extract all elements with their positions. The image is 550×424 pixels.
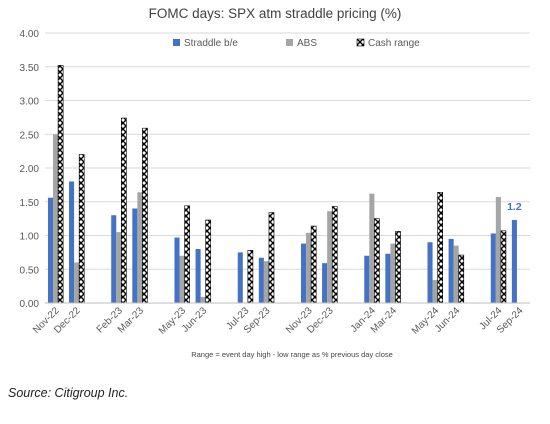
bar-cash-range — [78, 154, 85, 304]
bar-abs — [179, 255, 185, 303]
bar-abs — [263, 261, 269, 303]
legend-swatch — [286, 39, 293, 46]
bar-straddle-b-e — [237, 252, 243, 303]
bar-abs — [453, 245, 459, 303]
bar-straddle-b-e — [385, 253, 391, 303]
legend-label: ABS — [297, 38, 317, 49]
y-tick-label: 0.00 — [20, 299, 40, 310]
bar-cash-range — [57, 65, 64, 304]
bar-straddle-b-e — [195, 249, 201, 303]
y-tick-label: 3.50 — [20, 63, 40, 74]
bar-cash-range — [374, 218, 380, 304]
bar-cash-range — [205, 219, 212, 304]
legend-label: Straddle b/e — [184, 38, 238, 49]
bar-abs — [53, 134, 59, 303]
bar-abs — [495, 197, 501, 303]
bar-straddle-b-e — [174, 237, 180, 303]
bar-cash-range — [310, 225, 317, 304]
chart: FOMC days: SPX atm straddle pricing (%) … — [20, 6, 530, 359]
bar-abs — [432, 280, 438, 303]
y-tick-label: 2.50 — [20, 130, 40, 141]
bar-straddle-b-e — [322, 263, 328, 303]
y-tick-label: 1.00 — [20, 232, 40, 243]
chart-footnote: Range = event day high - low range as % … — [191, 350, 393, 359]
data-label: 1.2 — [507, 201, 522, 213]
bar-cash-range — [437, 192, 443, 304]
bar-abs — [369, 193, 375, 303]
bar-cash-range — [395, 231, 401, 304]
bar-straddle-b-e — [111, 215, 117, 303]
legend-label: Cash range — [368, 38, 420, 49]
bar-straddle-b-e — [364, 255, 370, 303]
bar-abs — [137, 192, 143, 303]
chart-title: FOMC days: SPX atm straddle pricing (%) — [149, 6, 402, 21]
bar-abs — [390, 243, 396, 303]
bar-abs — [116, 232, 122, 303]
source-note: Source: Citigroup Inc. — [8, 386, 129, 400]
y-tick-label: 2.00 — [20, 164, 40, 175]
y-tick-label: 1.50 — [20, 198, 40, 209]
bar-abs — [306, 232, 312, 303]
bar-straddle-b-e — [132, 208, 138, 303]
bar-abs — [327, 211, 333, 303]
legend-swatch — [356, 38, 365, 47]
bar-straddle-b-e — [258, 257, 264, 303]
bar-straddle-b-e — [47, 197, 54, 303]
bars: 1.2 — [47, 65, 522, 304]
bar-cash-range — [121, 117, 127, 304]
bar-cash-range — [142, 127, 148, 304]
bar-cash-range — [247, 250, 254, 304]
bar-straddle-b-e — [427, 242, 433, 303]
bar-cash-range — [268, 212, 275, 304]
bar-abs — [200, 296, 206, 303]
y-tick-label: 0.50 — [20, 265, 40, 276]
y-tick-label: 3.00 — [20, 97, 40, 108]
y-axis-ticks: 0.00 0.50 1.00 1.50 2.00 2.50 3.00 3.50 4.00 — [20, 29, 40, 310]
y-tick-label: 4.00 — [20, 29, 40, 40]
bar-straddle-b-e — [490, 233, 496, 303]
bar-straddle-b-e — [511, 219, 517, 303]
bar-straddle-b-e — [448, 238, 454, 303]
bar-straddle-b-e — [300, 243, 307, 303]
bar-abs — [74, 262, 80, 303]
legend: Straddle b/e ABS Cash range — [173, 38, 420, 49]
bar-cash-range — [458, 254, 465, 304]
bar-cash-range — [500, 230, 507, 304]
bar-cash-range — [184, 205, 190, 304]
bar-cash-range — [331, 206, 338, 304]
bar-straddle-b-e — [69, 181, 75, 303]
legend-swatch — [173, 39, 180, 46]
